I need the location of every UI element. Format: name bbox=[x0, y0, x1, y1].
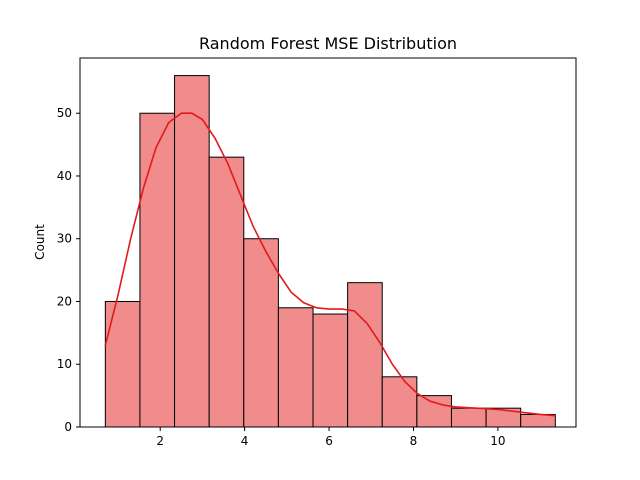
histogram-bar bbox=[520, 413, 556, 428]
histogram-bar bbox=[208, 156, 245, 428]
histogram-bar bbox=[139, 112, 176, 428]
histogram-bar bbox=[312, 313, 349, 428]
axes-frame bbox=[79, 57, 577, 428]
bars-group bbox=[104, 75, 556, 428]
histogram-bar bbox=[104, 300, 141, 428]
x-tick-label: 10 bbox=[490, 434, 505, 448]
histogram-bar bbox=[450, 407, 487, 428]
y-tick-label: 0 bbox=[64, 420, 72, 434]
x-tick-label: 2 bbox=[156, 434, 164, 448]
y-tick-label: 30 bbox=[57, 232, 72, 246]
histogram-bar bbox=[174, 75, 210, 428]
y-tick-label: 20 bbox=[57, 294, 72, 308]
x-tick-label: 4 bbox=[241, 434, 249, 448]
histogram-bar bbox=[277, 307, 314, 428]
chart-title: Random Forest MSE Distribution bbox=[199, 34, 457, 53]
y-axis-label: Count bbox=[33, 224, 47, 260]
x-tick-label: 6 bbox=[325, 434, 333, 448]
x-axis-ticks: 2 4 6 8 10 bbox=[156, 427, 506, 448]
histogram-bar bbox=[381, 376, 418, 428]
kde-curve bbox=[104, 112, 556, 417]
x-tick-label: 8 bbox=[410, 434, 418, 448]
histogram-bar bbox=[243, 238, 279, 428]
histogram-bar bbox=[416, 395, 452, 428]
y-tick-label: 40 bbox=[57, 169, 72, 183]
y-tick-label: 50 bbox=[57, 106, 72, 120]
y-axis-ticks: 0 10 20 30 40 50 bbox=[57, 106, 80, 434]
histogram-bar bbox=[347, 282, 383, 428]
y-tick-label: 10 bbox=[57, 357, 72, 371]
